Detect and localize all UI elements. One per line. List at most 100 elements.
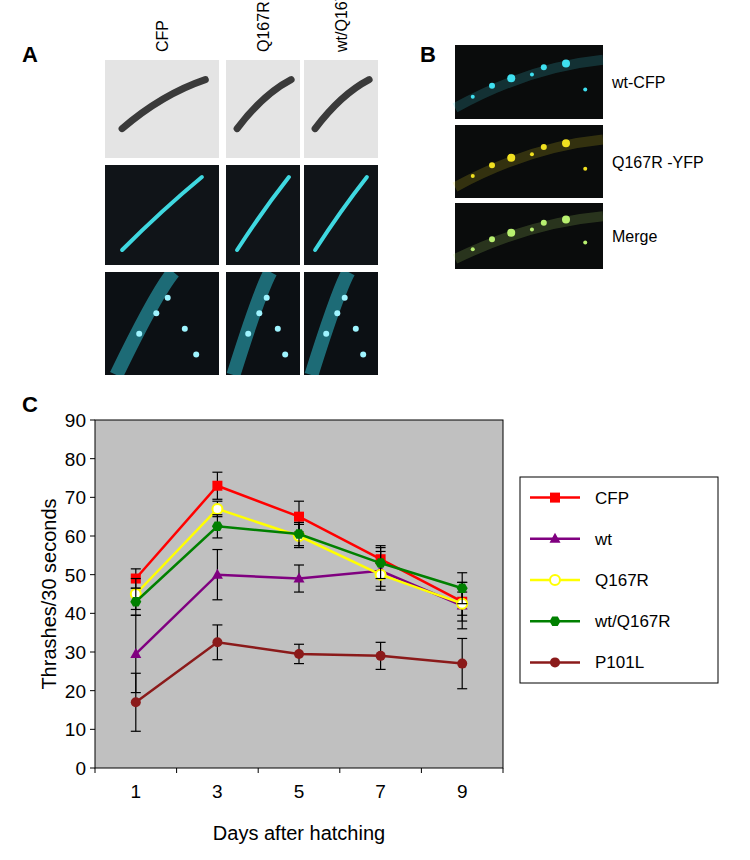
aggregate bbox=[342, 295, 348, 301]
y-tick bbox=[90, 458, 95, 459]
micrograph bbox=[226, 165, 300, 265]
data-point bbox=[294, 512, 304, 522]
micrograph-content bbox=[105, 60, 219, 158]
aggregate bbox=[245, 331, 251, 337]
aggregate bbox=[530, 227, 534, 231]
aggregate bbox=[282, 351, 288, 357]
aggregate bbox=[489, 162, 495, 168]
panel-label: C bbox=[22, 392, 38, 417]
y-axis-title: Thrashes/30 seconds bbox=[38, 498, 60, 689]
legend-marker bbox=[550, 575, 560, 585]
aggregate bbox=[583, 87, 587, 91]
legend-label: Q167R bbox=[595, 571, 649, 590]
legend-label: CFP bbox=[595, 489, 629, 508]
aggregate bbox=[360, 351, 366, 357]
y-tick-label: 70 bbox=[65, 487, 86, 508]
aggregate bbox=[182, 326, 188, 332]
data-point bbox=[294, 573, 305, 583]
micrograph bbox=[304, 60, 378, 158]
column-label: wt/Q167R bbox=[333, 0, 350, 53]
x-tick-divider bbox=[339, 768, 340, 773]
y-tick bbox=[90, 729, 95, 730]
worm bbox=[455, 60, 603, 108]
aggregate bbox=[562, 216, 570, 224]
error-bar bbox=[294, 522, 304, 545]
worm bbox=[315, 177, 367, 250]
data-point bbox=[457, 583, 468, 593]
column-label: CFP bbox=[154, 20, 171, 52]
series-line bbox=[136, 509, 462, 604]
x-tick-label: 9 bbox=[457, 781, 468, 802]
x-tick-divider bbox=[503, 768, 504, 773]
y-tick bbox=[90, 574, 95, 575]
y-tick bbox=[90, 690, 95, 691]
error-bar bbox=[457, 638, 467, 688]
y-tick-label: 90 bbox=[65, 410, 86, 431]
aggregate bbox=[264, 295, 270, 301]
row-label: Q167R -YFP bbox=[612, 154, 704, 171]
series-line bbox=[136, 526, 462, 601]
legend: CFPwtQ167Rwt/Q167RP101L bbox=[520, 477, 718, 683]
error-bar bbox=[212, 515, 222, 538]
legend-label: P101L bbox=[595, 653, 644, 672]
error-bar bbox=[212, 501, 222, 516]
aggregate bbox=[541, 64, 547, 70]
worm bbox=[122, 80, 205, 129]
aggregate bbox=[562, 60, 570, 68]
y-tick bbox=[90, 536, 95, 537]
error-bar bbox=[457, 573, 467, 604]
y-tick bbox=[90, 652, 95, 653]
figure: ACFPQ167Rwt/Q167RBwt-CFPQ167R -YFPMergeC… bbox=[0, 0, 750, 860]
y-tick-label: 80 bbox=[65, 449, 86, 470]
x-tick-divider bbox=[421, 768, 422, 773]
x-tick-label: 7 bbox=[375, 781, 386, 802]
micrograph bbox=[105, 60, 219, 158]
legend-marker bbox=[550, 493, 560, 503]
aggregate bbox=[541, 220, 547, 226]
aggregate bbox=[153, 310, 159, 316]
aggregate bbox=[562, 139, 570, 147]
y-tick bbox=[90, 420, 95, 421]
aggregate bbox=[471, 174, 475, 178]
column-label: Q167R bbox=[255, 1, 272, 52]
aggregate bbox=[530, 152, 534, 156]
data-point bbox=[294, 529, 305, 539]
micrograph bbox=[226, 272, 300, 375]
image-bg bbox=[105, 272, 219, 375]
aggregate bbox=[541, 144, 547, 150]
error-bar bbox=[457, 582, 467, 628]
micrograph-content bbox=[105, 165, 219, 265]
x-tick-label: 1 bbox=[131, 781, 142, 802]
micrograph bbox=[455, 125, 603, 198]
image-bg bbox=[455, 203, 603, 269]
image-bg bbox=[304, 60, 378, 158]
y-tick-label: 30 bbox=[65, 642, 86, 663]
worm bbox=[122, 177, 202, 250]
micrograph-content bbox=[304, 272, 378, 375]
image-bg bbox=[226, 165, 300, 265]
data-point bbox=[130, 648, 141, 658]
aggregate bbox=[507, 154, 515, 162]
error-bar bbox=[212, 625, 222, 660]
y-tick bbox=[90, 768, 95, 769]
row-label: wt-CFP bbox=[611, 74, 665, 91]
data-point bbox=[457, 659, 467, 669]
legend-marker bbox=[550, 533, 561, 543]
image-bg bbox=[105, 60, 219, 158]
error-bar bbox=[294, 565, 304, 592]
worm bbox=[315, 80, 369, 129]
aggregate bbox=[507, 229, 515, 237]
y-tick-label: 40 bbox=[65, 603, 86, 624]
y-tick-label: 60 bbox=[65, 526, 86, 547]
plot-marks bbox=[130, 472, 467, 731]
data-point bbox=[212, 569, 223, 579]
x-tick-divider bbox=[176, 768, 177, 773]
row-label: Merge bbox=[612, 228, 657, 245]
micrograph-content bbox=[226, 165, 300, 265]
worm-head bbox=[311, 272, 348, 375]
micrograph bbox=[304, 165, 378, 265]
y-tick bbox=[90, 497, 95, 498]
legend-marker bbox=[550, 616, 561, 626]
micrograph-content bbox=[304, 165, 378, 265]
panel-label: B bbox=[420, 42, 436, 67]
